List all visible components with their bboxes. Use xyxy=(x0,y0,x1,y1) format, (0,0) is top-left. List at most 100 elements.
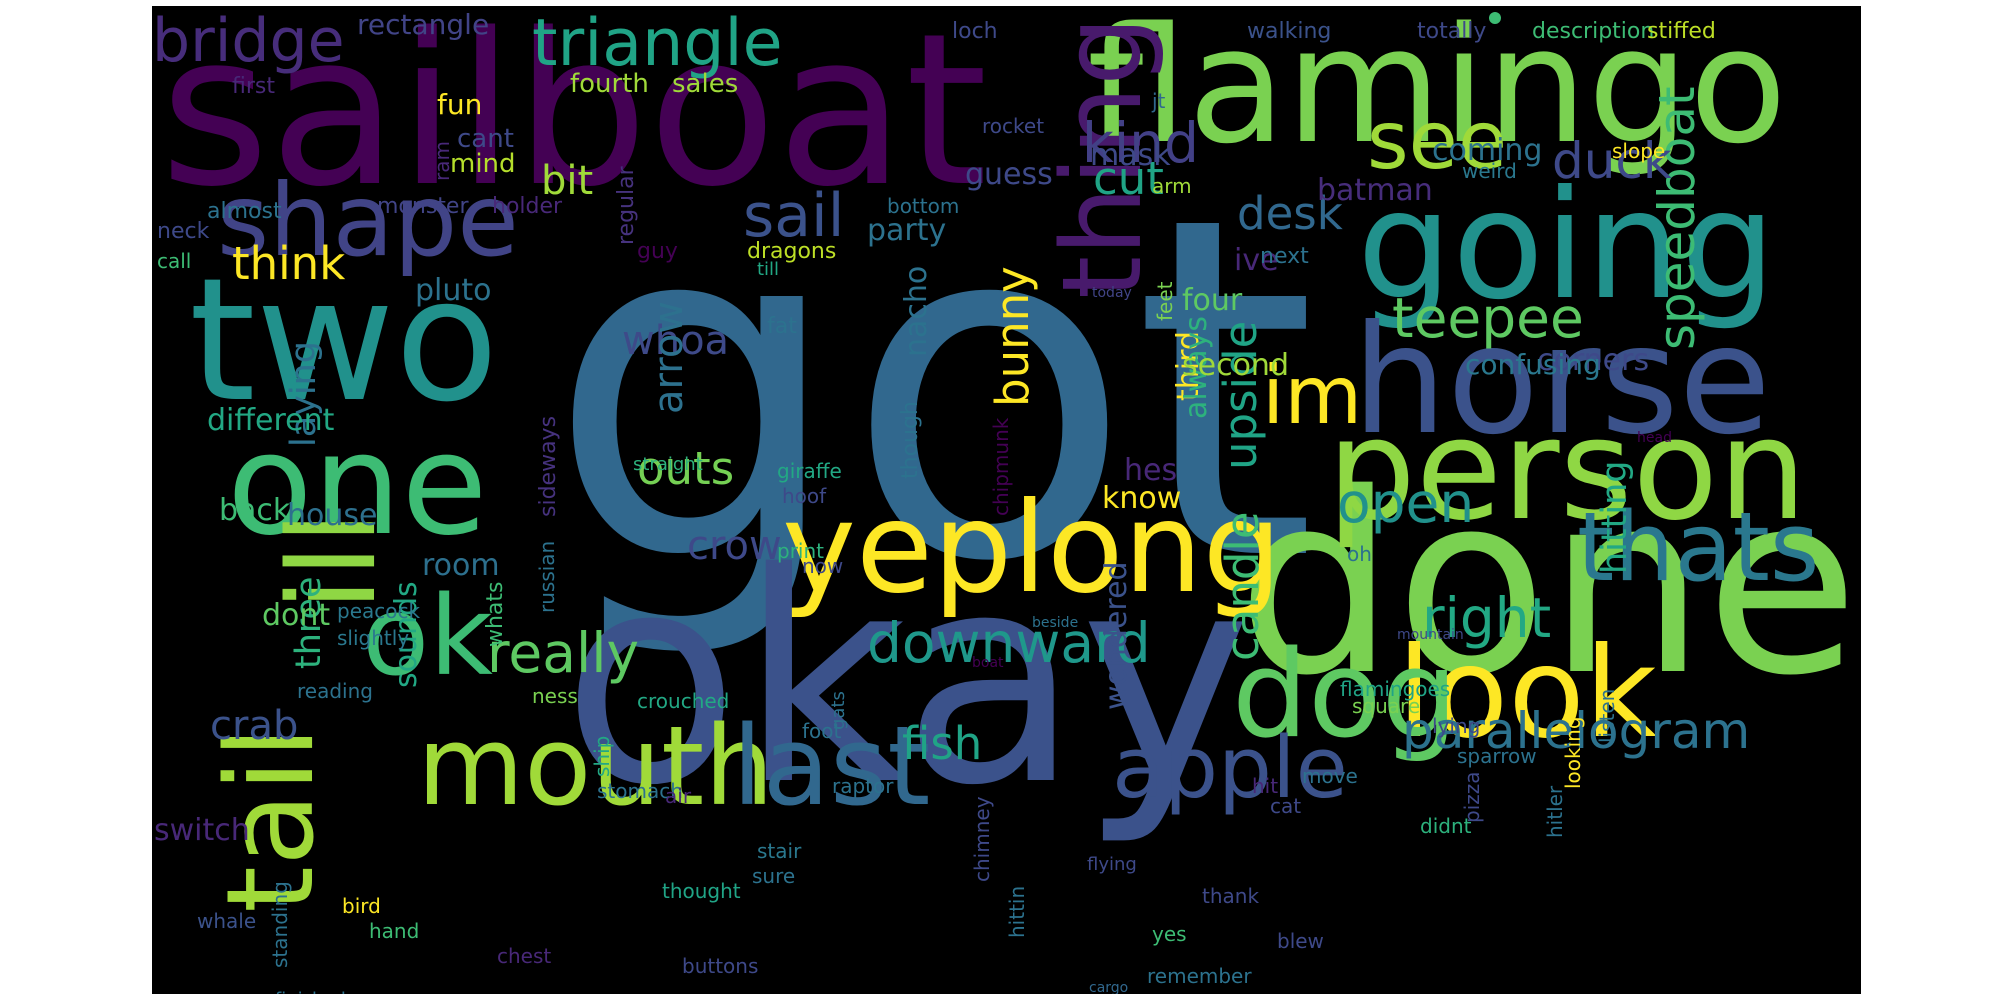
word-bit: bit xyxy=(541,158,594,204)
word-ive: ive xyxy=(1234,243,1279,278)
word-slope: slope xyxy=(1612,139,1666,163)
word-candle: candle xyxy=(1216,511,1269,661)
word-thats: thats xyxy=(1577,493,1820,603)
word-reading: reading xyxy=(297,679,373,703)
word-dog: dog xyxy=(1232,626,1458,765)
word-weird: weird xyxy=(1462,159,1517,183)
word-going: going xyxy=(1357,159,1776,333)
word-thank: thank xyxy=(1202,884,1260,908)
word-whoa: whoa xyxy=(622,318,730,364)
word-apple: apple xyxy=(1112,719,1348,818)
word-pizza: pizza xyxy=(1460,771,1484,823)
word-person: person xyxy=(1327,389,1807,552)
word-right: right xyxy=(1422,586,1552,650)
word-oh: oh xyxy=(1347,542,1372,566)
word-cloud: got okay done sailboat flamingo two going horse… xyxy=(152,6,1861,994)
word-crouched: crouched xyxy=(637,689,730,713)
word-fat: fat xyxy=(767,314,797,339)
word-arrow: arrow xyxy=(646,300,692,414)
word-dont: dont xyxy=(262,598,331,633)
word-straight: straight xyxy=(633,454,703,475)
word-house: house xyxy=(287,498,378,533)
word-coming: coming xyxy=(1432,133,1543,168)
word-neck: neck xyxy=(157,219,210,244)
word-bird: bird xyxy=(342,894,381,918)
word-regular: regular xyxy=(614,166,639,245)
word-lying: lying xyxy=(1432,714,1481,738)
word-horse: horse xyxy=(1352,294,1771,468)
word-loch: loch xyxy=(952,19,998,44)
word-description: description xyxy=(1532,19,1655,44)
word-guess: guess xyxy=(965,157,1053,192)
word-totally: totally xyxy=(1417,19,1487,44)
word-air: air xyxy=(665,784,692,808)
word-sailboat: sailboat xyxy=(160,6,988,233)
word-see: see xyxy=(1367,94,1508,187)
word-crab: crab xyxy=(210,703,299,749)
word-chest: chest xyxy=(497,944,552,968)
word-confusing: confusing xyxy=(1465,348,1601,381)
word-one: one xyxy=(227,404,488,567)
word-slightly: slightly xyxy=(337,626,410,650)
word-blew: blew xyxy=(1277,929,1324,953)
word-bottom: bottom xyxy=(887,194,960,218)
word-fun: fun xyxy=(437,88,483,121)
word-jt: jt xyxy=(1152,89,1166,113)
word-peacock: peacock xyxy=(337,599,421,623)
word-flamingoes: flamingoes xyxy=(1340,677,1451,701)
word-desk: desk xyxy=(1237,187,1343,240)
word-pluto: pluto xyxy=(415,273,492,308)
word-four: four xyxy=(1182,283,1243,318)
word-duck: duck xyxy=(1552,132,1672,190)
word-guy: guy xyxy=(637,239,678,264)
word-downward: downward xyxy=(867,611,1151,675)
word-mountain: mountain xyxy=(1397,627,1464,643)
word-stiffed: stiffed xyxy=(1647,19,1716,44)
word-wondered: wondered xyxy=(1099,561,1134,710)
word-yeplong: yeplong xyxy=(782,476,1282,621)
word-switch: switch xyxy=(154,813,250,848)
word-nacho: nacho xyxy=(899,265,934,357)
word-okay: okay xyxy=(562,512,1252,849)
word-buttons: buttons xyxy=(682,954,759,978)
word-last: last xyxy=(732,702,931,830)
word-cargo: cargo xyxy=(1089,980,1129,994)
word-hitler: hitler xyxy=(1543,785,1567,838)
word-flamingo: flamingo xyxy=(1087,6,1787,179)
word-russian: russian xyxy=(535,540,559,613)
word-next: next xyxy=(1260,244,1309,269)
word-corners: corners xyxy=(1537,343,1650,378)
word-hes: hes xyxy=(1124,453,1178,488)
word-cat: cat xyxy=(1270,794,1302,818)
word-party: party xyxy=(867,213,947,248)
word-till: till xyxy=(757,259,780,280)
word-outs: outs xyxy=(637,442,735,495)
word-rocket: rocket xyxy=(982,114,1045,138)
word-dragons: dragons xyxy=(747,239,837,264)
word-stomach: stomach xyxy=(597,779,683,803)
word-whale: whale xyxy=(197,909,257,933)
word-boat: boat xyxy=(972,655,1004,671)
word-sure: sure xyxy=(752,864,796,888)
word-move: move xyxy=(1302,764,1358,788)
dot-mark xyxy=(1489,12,1501,24)
word-open: open xyxy=(1337,471,1475,535)
word-sales: sales xyxy=(672,69,739,99)
word-hittin: hittin xyxy=(1005,885,1029,938)
word-hit: hit xyxy=(1252,774,1279,798)
word-different: different xyxy=(207,403,335,438)
word-fourth: fourth xyxy=(570,69,649,99)
word-chipmunk: chipmunk xyxy=(989,417,1013,516)
word-whats: whats xyxy=(483,581,508,647)
word-feet: feet xyxy=(1153,281,1177,322)
word-yes: yes xyxy=(1152,922,1187,946)
word-room: room xyxy=(422,548,500,583)
word-standing: standing xyxy=(268,881,292,968)
word-looking: looking xyxy=(1561,716,1585,789)
word-second: second xyxy=(1182,348,1289,383)
word-upside: upside xyxy=(1214,320,1267,470)
word-think: think xyxy=(232,237,346,290)
word-monster: monster xyxy=(377,194,469,219)
word-bunny: bunny xyxy=(986,266,1039,407)
word-kind: kind xyxy=(1082,111,1199,175)
